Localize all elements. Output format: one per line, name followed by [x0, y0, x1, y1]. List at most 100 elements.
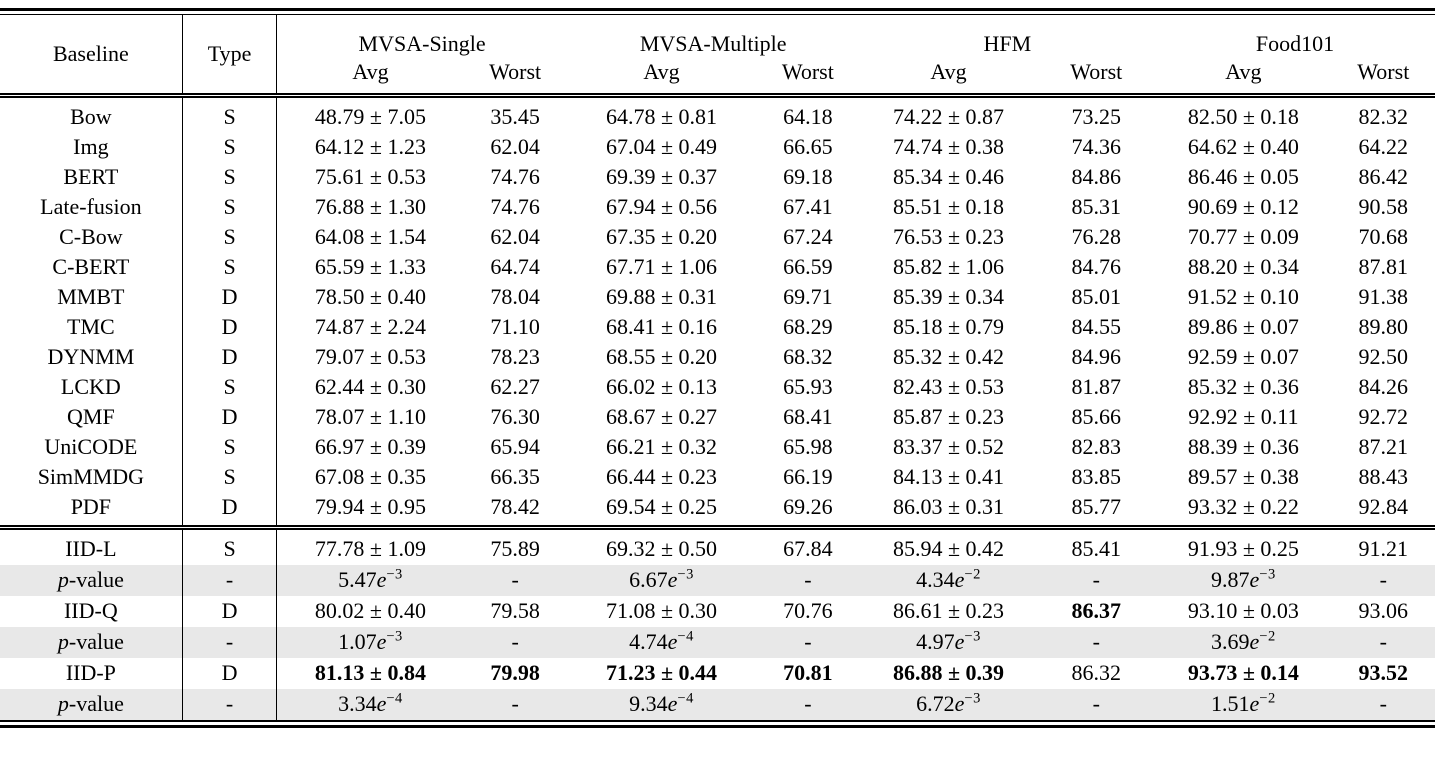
cell-value: 75.89: [490, 536, 540, 561]
cell-value: 76.88 ± 1.30: [314, 193, 426, 219]
cell-value: 67.94 ± 0.56: [605, 193, 718, 219]
header-group-row: Baseline Type MVSA-Single MVSA-Multiple …: [0, 13, 1435, 98]
table-row: TMC D 74.87 ± 2.24 71.10 68.41 ± 0.16 68.29 85…: [0, 311, 1435, 342]
table-row: MMBT D 78.50 ± 0.40 78.04 69.88 ± 0.31 69.71 8…: [0, 281, 1435, 312]
header-baseline: Baseline: [0, 13, 183, 98]
cell-value: 9.34e−4: [566, 688, 757, 722]
cell-value: 66.65: [783, 133, 833, 159]
cell-value: -: [756, 626, 860, 658]
cell-value: 35.45: [490, 103, 540, 129]
results-table-container: Baseline Type MVSA-Single MVSA-Multiple …: [0, 8, 1435, 728]
cell-baseline: C-BERT: [0, 251, 183, 282]
section-baselines: Bow S 48.79 ± 7.05 35.45 64.78 ± 0.81 64.18 74…: [0, 95, 1435, 530]
cell-value: 86.03 ± 0.31: [859, 491, 1038, 530]
cell-value: 82.83: [1071, 433, 1122, 459]
cell-value: 91.38: [1358, 283, 1409, 309]
cell-value: 85.77: [1037, 491, 1156, 530]
cell-value: 76.28: [1071, 223, 1122, 249]
cell-value: 89.80: [1358, 313, 1409, 339]
cell-value: 62.04: [490, 133, 540, 159]
cell-value: 90.58: [1358, 193, 1409, 219]
cell-value: 93.73 ± 0.14: [1187, 660, 1299, 685]
cell-value: 70.77 ± 0.09: [1187, 223, 1299, 249]
cell-value: 67.71 ± 1.06: [605, 253, 718, 279]
cell-baseline: LCKD: [0, 371, 183, 402]
cell-value: -: [463, 564, 567, 596]
cell-value: 85.66: [1071, 403, 1122, 429]
cell-value: 93.10 ± 0.03: [1187, 598, 1299, 623]
cell-baseline: Late-fusion: [0, 191, 183, 222]
header-food101-worst: Worst: [1331, 57, 1435, 98]
cell-value: 91.93 ± 0.25: [1187, 536, 1299, 561]
cell-value: 4.74e−4: [566, 626, 757, 658]
cell-value: 89.86 ± 0.07: [1187, 313, 1299, 339]
cell-value: 74.36: [1071, 133, 1122, 159]
cell-value: 64.08 ± 1.54: [314, 223, 426, 249]
cell-value: 83.37 ± 0.52: [892, 433, 1005, 459]
cell-value: 74.22 ± 0.87: [892, 103, 1005, 129]
cell-value: 84.86: [1071, 163, 1122, 189]
cell-value: 84.26: [1358, 373, 1409, 399]
cell-value: 3.34e−4: [276, 688, 464, 722]
cell-value: 84.76: [1071, 253, 1122, 279]
cell-value: 86.32: [1071, 660, 1122, 685]
cell-value: 69.18: [783, 163, 833, 189]
cell-type: -: [182, 688, 278, 722]
cell-baseline: C-Bow: [0, 221, 183, 252]
cell-baseline: QMF: [0, 401, 183, 432]
cell-value: 68.55 ± 0.20: [605, 343, 718, 369]
cell-value: 3.69e−2: [1155, 626, 1332, 658]
cell-baseline: UniCODE: [0, 431, 183, 462]
cell-value: 68.29: [783, 313, 833, 339]
section-ours: IID-L S 77.78 ± 1.09 75.89 69.32 ± 0.50 67.84…: [0, 527, 1435, 722]
cell-type: -: [182, 626, 278, 658]
cell-baseline: p-value: [0, 626, 183, 658]
cell-value: 79.98: [490, 660, 540, 685]
cell-value: 66.19: [783, 463, 833, 489]
cell-value: -: [1037, 564, 1156, 596]
cell-value: 65.59 ± 1.33: [314, 253, 426, 279]
table-row: C-BERT S 65.59 ± 1.33 64.74 67.71 ± 1.06 66.5…: [0, 251, 1435, 282]
cell-value: 89.57 ± 0.38: [1187, 463, 1299, 489]
cell-value: 69.71: [783, 283, 833, 309]
cell-value: 4.34e−2: [859, 564, 1038, 596]
cell-value: 93.32 ± 0.22: [1155, 491, 1332, 530]
cell-value: 85.18 ± 0.79: [892, 313, 1005, 339]
cell-value: 62.44 ± 0.30: [314, 373, 426, 399]
cell-value: 65.93: [783, 373, 833, 399]
cell-value: 67.35 ± 0.20: [605, 223, 718, 249]
cell-value: -: [1331, 626, 1435, 658]
cell-value: -: [756, 564, 860, 596]
header-sub-row: Avg Worst Avg Worst Avg Worst Avg Worst: [0, 57, 1435, 98]
cell-type: D: [182, 311, 278, 342]
cell-type: S: [182, 131, 278, 162]
cell-value: 70.81: [783, 660, 833, 685]
cell-value: 66.44 ± 0.23: [605, 463, 718, 489]
cell-value: 1.07e−3: [276, 626, 464, 658]
header-group-mvsa-multiple: MVSA-Multiple: [566, 13, 860, 58]
cell-value: 68.41: [783, 403, 833, 429]
cell-type: S: [182, 221, 278, 252]
cell-value: 85.32 ± 0.42: [892, 343, 1005, 369]
cell-value: -: [1331, 564, 1435, 596]
cell-value: 78.23: [490, 343, 540, 369]
cell-type: D: [182, 341, 278, 372]
cell-value: 85.41: [1071, 536, 1122, 561]
cell-value: -: [1037, 626, 1156, 658]
cell-value: 85.82 ± 1.06: [892, 253, 1005, 279]
cell-value: 84.13 ± 0.41: [892, 463, 1005, 489]
cell-value: 69.88 ± 0.31: [605, 283, 718, 309]
cell-baseline: IID-L: [0, 527, 183, 565]
pvalue-row: p-value -5.47e−3-6.67e−3-4.34e−2-9.87e−3-: [0, 564, 1435, 596]
cell-value: 68.32: [783, 343, 833, 369]
cell-value: 74.76: [490, 193, 540, 219]
cell-value: 91.52 ± 0.10: [1187, 283, 1299, 309]
cell-value: 78.50 ± 0.40: [314, 283, 426, 309]
cell-value: 64.78 ± 0.81: [605, 103, 718, 129]
cell-value: 79.07 ± 0.53: [314, 343, 426, 369]
cell-baseline: SimMMDG: [0, 461, 183, 492]
table-row: Late-fusion S 76.88 ± 1.30 74.76 67.94 ± 0.5…: [0, 191, 1435, 222]
header-hfm-avg: Avg: [859, 57, 1038, 98]
cell-type: S: [182, 95, 278, 132]
cell-value: 67.04 ± 0.49: [605, 133, 718, 159]
